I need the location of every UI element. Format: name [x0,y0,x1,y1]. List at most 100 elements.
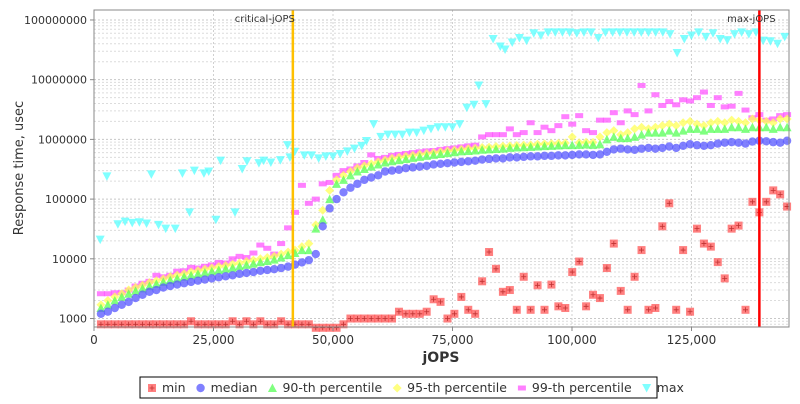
legend-item: 90-th percentile [267,380,382,395]
data-point [361,136,371,146]
data-point-cross [174,321,180,327]
data-point [557,28,567,37]
data-point [380,158,390,167]
data-point [387,166,397,175]
data-point [193,269,203,278]
data-point [701,32,711,42]
data-point [189,166,199,176]
data-point-cross [299,321,305,327]
data-point-cross [382,316,388,322]
data-point [734,138,743,147]
data-point [96,309,106,318]
data-point [457,157,466,167]
data-point [170,224,180,234]
data-point-cross [521,274,527,280]
data-point [262,256,272,265]
data-point [529,29,539,38]
data-point [651,92,660,98]
data-point-cross [209,321,215,327]
data-point [678,118,688,128]
data-point-cross [181,321,187,327]
data-point [283,262,293,271]
data-point [727,115,737,125]
data-point [415,152,425,161]
data-point [595,132,605,142]
data-point [478,134,487,140]
data-point [775,122,785,132]
data-point [637,122,647,132]
data-point-cross [625,307,631,313]
data-point [376,132,386,142]
data-point [609,110,618,116]
data-point [325,204,334,213]
data-point [263,245,272,251]
data-point-cross [126,321,132,327]
data-point [741,139,750,148]
data-point [546,141,556,150]
data-point [720,138,729,147]
data-point-cross [438,299,444,305]
data-point [727,103,736,109]
data-point [237,164,247,174]
data-point [426,124,436,134]
data-point [665,142,674,151]
data-point [235,269,244,279]
data-point-cross [673,307,679,313]
x-tick-label: 25,000 [192,333,234,347]
data-point [554,151,563,160]
data-point-cross [749,199,755,205]
data-point [255,257,265,267]
data-point [589,130,598,136]
data-point [228,263,238,272]
data-point [734,116,744,126]
data-point [657,128,667,137]
data-point [481,100,491,109]
data-point [474,81,484,90]
data-point-cross [188,318,194,324]
data-point [550,28,560,37]
data-point [600,28,610,37]
data-point [117,292,127,301]
data-point [609,145,619,154]
data-point [124,297,133,307]
data-point [350,144,360,154]
data-point [540,151,549,161]
data-point [692,119,702,129]
data-point [412,128,422,138]
data-point-cross [410,311,416,317]
data-point [408,153,418,162]
data-point [540,141,550,151]
data-point-cross [160,321,166,327]
data-point-cross [146,321,152,327]
data-point [713,95,722,101]
data-point [554,123,563,129]
data-point [256,266,265,275]
data-point [665,99,674,105]
data-point [335,149,345,159]
data-point-cross [701,241,707,247]
data-point [367,173,376,182]
data-point [311,249,320,259]
data-point [484,144,494,154]
data-point-cross [153,321,159,327]
data-point [390,130,400,140]
data-point [221,272,230,281]
legend-swatch [267,383,277,392]
data-point [110,303,119,313]
data-point [419,126,429,136]
data-point [463,146,473,155]
data-point-cross [313,325,319,331]
data-point-cross [195,321,201,327]
data-point [142,219,152,229]
data-point [297,258,307,267]
data-point [522,36,532,46]
data-point-cross [271,321,277,327]
data-point [408,163,418,172]
data-point-cross [486,249,492,255]
data-point-cross [389,316,395,322]
data-point [165,275,175,285]
data-point [360,175,369,185]
data-point [699,141,709,151]
data-point [560,140,570,150]
data-point [422,151,432,160]
